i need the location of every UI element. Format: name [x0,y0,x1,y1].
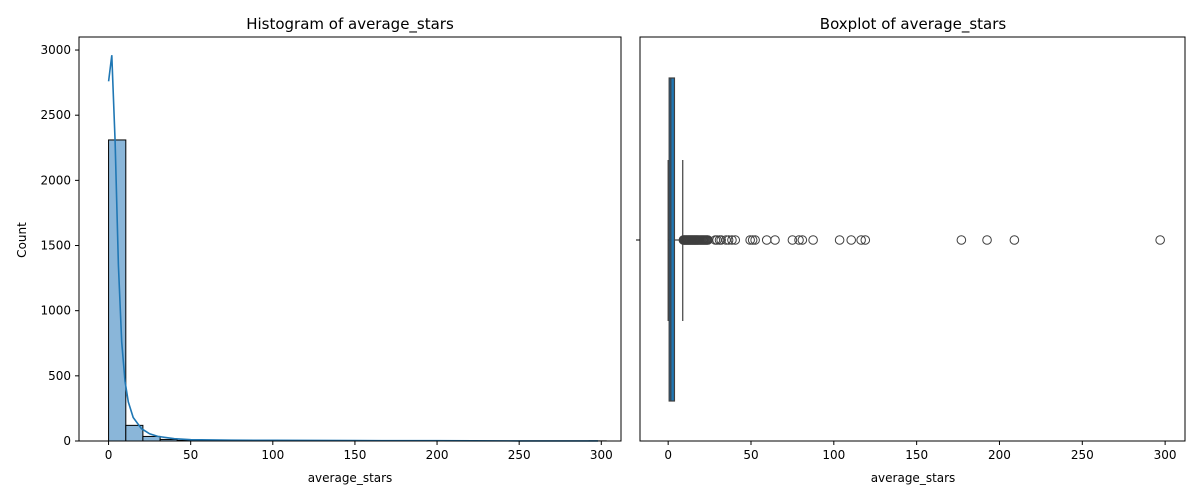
boxplot-outlier [834,235,845,245]
histogram-kde-line [107,55,598,442]
boxplot-box [668,77,676,402]
histogram-x-ticks: 0 50 100 150 200 250 300 [105,441,613,462]
histogram-x-tick-label: 250 [508,448,531,462]
boxplot-outlier [794,235,804,245]
histogram-x-tick-label: 50 [183,448,198,462]
boxplot-outlier [860,235,871,245]
boxplot-x-ticks: 0 50 100 150 200 250 300 [664,441,1177,462]
boxplot-outlier [750,235,760,245]
boxplot-x-tick-label: 200 [988,448,1011,462]
boxplot-x-tick-label: 100 [822,448,845,462]
boxplot-outlier [770,235,780,245]
histogram-axes-frame [78,36,622,442]
boxplot-outlier [747,235,758,245]
boxplot-x-tick-label: 50 [743,448,758,462]
histogram-x-tick-label: 300 [590,448,613,462]
histogram-x-tick-label: 100 [261,448,284,462]
histogram-y-tick-label: 3000 [40,43,71,57]
boxplot-outlier [956,235,967,245]
boxplot-outlier [846,235,857,245]
boxplot-outlier [703,235,713,245]
boxplot-outlier [787,235,798,245]
boxplot-x-tick-label: 0 [664,448,672,462]
histogram-y-tick-label: 2000 [40,173,71,187]
histogram-x-tick-label: 150 [343,448,366,462]
boxplot-outlier [723,235,734,245]
histogram-x-tick-label: 200 [426,448,449,462]
boxplot-outliers [678,235,1165,245]
boxplot-outlier [1009,235,1020,245]
boxplot-panel: Boxplot of average_stars average_stars 0… [636,15,1186,485]
boxplot-title: Boxplot of average_stars [820,15,1007,34]
histogram-y-tick-label: 500 [48,369,71,383]
histogram-y-label: Count [15,222,29,258]
histogram-y-tick-label: 1500 [40,239,71,253]
histogram-bars [108,139,607,442]
boxplot-x-label: average_stars [871,471,956,485]
boxplot-outlier [808,235,818,245]
histogram-x-tick-label: 0 [105,448,113,462]
histogram-y-tick-label: 0 [63,434,71,448]
boxplot-outlier [797,235,808,245]
boxplot-outlier [1155,235,1165,245]
boxplot-outlier [761,235,772,245]
boxplot-outlier [745,235,755,245]
histogram-bar [108,139,127,442]
boxplot-outlier [982,235,992,245]
boxplot-axes-frame [639,36,1186,442]
histogram-panel: Histogram of average_stars Count average… [15,15,622,485]
histogram-y-tick-label: 1000 [40,304,71,318]
boxplot-outlier [712,235,722,245]
histogram-y-tick-label: 2500 [40,108,71,122]
histogram-x-label: average_stars [308,471,393,485]
boxplot-outlier [727,235,737,245]
boxplot-outlier [730,235,741,245]
boxplot-x-tick-label: 300 [1154,448,1177,462]
histogram-title: Histogram of average_stars [246,15,454,34]
boxplot-outlier [721,235,731,245]
boxplot-x-tick-label: 250 [1071,448,1094,462]
histogram-y-ticks: 0 500 1000 1500 2000 2500 3000 [40,43,79,448]
boxplot-outlier [856,235,866,245]
boxplot-outlier [716,235,726,245]
boxplot-x-tick-label: 150 [905,448,928,462]
